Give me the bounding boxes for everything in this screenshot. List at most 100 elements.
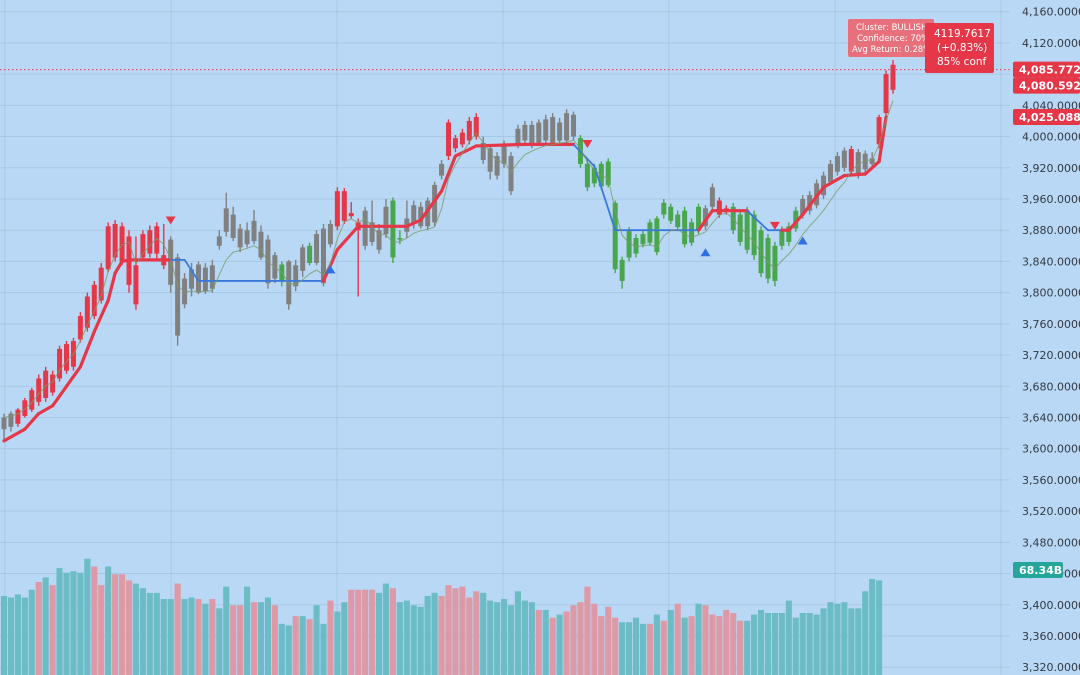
candle-body [307,245,313,263]
volume-bar [285,625,292,675]
volume-bar [160,599,167,675]
y-tick-label: 3,400.0000 [1022,599,1080,612]
volume-bar [487,600,494,675]
price-label-text: 4,085.7723 [1019,64,1080,77]
volume-bar [521,600,528,675]
volume-bar [369,589,376,675]
candle-body [459,132,465,145]
volume-bar [507,605,515,675]
candle-body [890,64,896,90]
volume-bar [292,616,299,675]
volume-bar [841,602,848,675]
forecast-change: (+0.83%) [937,42,987,54]
candle-body [786,226,792,242]
candle-body [29,390,35,410]
candle-body [501,144,507,164]
volume-bar [237,605,244,675]
candle-body [633,238,639,254]
volume-bar [862,591,869,675]
volume-bar [28,589,35,675]
candle-body [487,148,493,172]
volume-bar [702,605,709,675]
candle-body [869,158,875,164]
candle-body [737,214,743,242]
trail-line-segment [746,209,769,232]
candle-body [522,124,528,141]
candle-body [515,128,521,145]
forecast-confidence: 85% conf [937,56,987,68]
volume-bar [264,597,271,675]
candle-body [209,265,215,289]
volume-bar [209,599,216,675]
candle-body [821,175,827,196]
candle-body [237,228,243,248]
volume-bar [244,586,251,675]
volume-bar [667,609,674,675]
y-tick-label: 3,760.0000 [1022,318,1080,331]
candle-body [251,220,257,242]
volume-bar [146,592,153,675]
volume-bar [688,616,695,675]
volume-bar [549,617,556,675]
candle-body [57,348,63,379]
candle-body [105,226,111,270]
volume-bar [494,602,501,675]
volume-bar [757,609,765,675]
candles [1,60,896,440]
volume-bars [0,558,883,675]
candle-body [800,198,806,215]
candle-body [112,223,118,258]
trail-line-segment [106,271,117,303]
candle-body [466,120,472,141]
candle-body [244,230,250,245]
cluster-tooltip: Cluster: BULLISH Confidence: 70% Avg Ret… [848,19,934,57]
volume-bar [452,588,459,675]
trail-line-segment [863,159,881,176]
trail-line-segment [842,172,867,178]
trail-line-segment [821,173,846,189]
volume-bar [570,605,577,675]
candle-body [77,316,83,340]
trail-line-segment [51,384,69,408]
candle-body [133,265,139,305]
y-tick-label: 3,680.0000 [1022,380,1080,393]
volume-bar [389,588,397,675]
candle-body [119,226,125,262]
volume-bar [174,583,181,675]
volume-bar [563,611,570,675]
candle-body [147,230,153,254]
volume-bar [70,571,77,675]
y-tick-label: 3,720.0000 [1022,349,1080,362]
volume-bar [834,603,841,675]
volume-bar [216,608,223,675]
volume-bar [375,592,383,675]
volume-bar [306,619,313,675]
candle-body [529,124,535,145]
volume-bar [431,592,438,675]
candle-body [341,191,347,221]
volume-bar [459,586,466,675]
volume-bar [223,586,230,675]
candle-body [883,74,889,114]
y-tick-label: 3,360.0000 [1022,630,1080,643]
volume-bar [723,609,730,675]
candle-body [682,210,688,245]
volume-bar [792,617,799,675]
volume-bar [112,574,119,675]
y-tick-label: 3,600.0000 [1022,443,1080,456]
y-tick-label: 4,120.0000 [1022,37,1080,50]
candle-body [876,117,882,145]
volume-bar [584,586,591,675]
candle-body [744,210,750,250]
volume-bar [716,616,723,675]
candle-body [668,206,674,221]
candle-body [293,265,299,287]
candle-body [612,202,618,270]
volume-bar [785,600,792,675]
volume-bar [473,591,480,675]
signal-markers [165,139,808,274]
volume-bar [619,622,626,675]
candle-body [591,167,597,184]
